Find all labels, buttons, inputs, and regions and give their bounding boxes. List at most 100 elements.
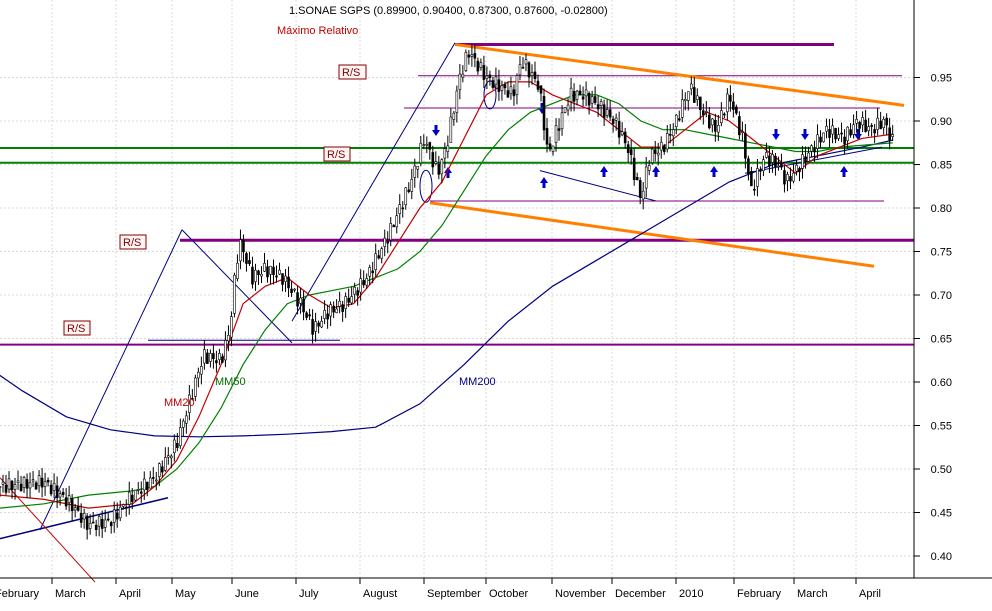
overlays — [0, 42, 914, 583]
candle-body — [194, 377, 197, 397]
candle-body — [665, 133, 669, 150]
mm20-line — [0, 81, 893, 509]
candle-body — [885, 117, 888, 126]
candle-body — [626, 144, 630, 153]
candle-body — [473, 53, 477, 59]
candle-body — [416, 166, 420, 170]
candle-body — [79, 512, 83, 523]
rs-label-2: R/S — [327, 149, 345, 161]
candle-body — [876, 117, 879, 130]
candle-body — [584, 89, 588, 97]
candle-body — [335, 308, 338, 314]
candle-body — [332, 305, 335, 313]
candle-body — [590, 96, 594, 104]
candle-body — [73, 507, 77, 511]
candle-body — [602, 104, 606, 118]
candle-body — [167, 455, 170, 458]
candle-body — [533, 71, 537, 79]
channel-upper — [454, 42, 905, 107]
candle-body — [834, 127, 837, 140]
candle-body — [479, 62, 483, 68]
candle-body — [287, 276, 290, 289]
candle-body — [58, 493, 62, 498]
candle-body — [34, 482, 38, 490]
candle-body — [563, 107, 567, 113]
candle-body — [404, 187, 408, 206]
y-tick-label: 0.40 — [931, 551, 952, 563]
candle-body — [67, 495, 71, 503]
candle-body — [750, 171, 753, 187]
x-tick-label: 2010 — [679, 588, 703, 600]
candle-body — [43, 481, 47, 487]
candle-body — [557, 128, 561, 131]
candle-body — [85, 515, 89, 530]
candle-body — [410, 178, 414, 192]
candle-body — [263, 263, 266, 272]
candle-body — [720, 110, 723, 123]
candle-body — [121, 504, 125, 507]
candle-body — [605, 109, 609, 116]
candle-body — [200, 366, 203, 375]
candle-body — [641, 190, 645, 200]
candle-body — [25, 479, 29, 489]
arrow-down-icon — [538, 103, 546, 114]
candle-body — [674, 114, 678, 127]
y-tick-label: 0.65 — [931, 334, 952, 346]
candle-body — [148, 477, 152, 489]
candle-body — [157, 463, 161, 477]
x-tick-label: March — [797, 588, 828, 600]
candle-body — [849, 129, 852, 136]
candle-body — [64, 497, 68, 507]
candle-body — [299, 297, 302, 304]
candle-body — [371, 270, 374, 274]
chart-title: 1.SONAE SGPS (0.89900, 0.90400, 0.87300,… — [289, 5, 608, 17]
candle-body — [861, 117, 864, 126]
candle-body — [22, 476, 26, 488]
candle-body — [653, 149, 657, 154]
candle-body — [548, 143, 552, 150]
candle-body — [305, 312, 308, 318]
candle-body — [705, 111, 708, 113]
candle-body — [831, 125, 834, 135]
rs-label-1: R/S — [342, 67, 360, 79]
candle-body — [798, 168, 801, 173]
x-tick-label: June — [235, 588, 259, 600]
candle-body — [786, 174, 789, 182]
candle-body — [275, 275, 278, 278]
candle-body — [16, 480, 20, 484]
candle-body — [368, 267, 371, 277]
candle-body — [726, 93, 729, 113]
candle-body — [7, 478, 11, 490]
candle-body — [227, 335, 230, 342]
candle-body — [182, 420, 185, 428]
candle-body — [296, 292, 299, 307]
candle-body — [599, 101, 603, 107]
labels: 1.SONAE SGPS (0.89900, 0.90400, 0.87300,… — [67, 5, 608, 409]
candle-body — [266, 266, 269, 278]
candle-body — [215, 360, 218, 364]
x-tick-label: August — [363, 588, 397, 600]
arrow-up-icon — [600, 166, 608, 177]
candle-body — [392, 225, 396, 228]
candle-body — [218, 353, 221, 360]
candle-body — [575, 90, 579, 100]
candle-body — [151, 477, 155, 479]
trendline-fall-1 — [181, 229, 293, 344]
candle-body — [689, 83, 693, 90]
candle-body — [88, 522, 92, 529]
candle-body — [569, 87, 573, 102]
candle-body — [485, 75, 489, 79]
candle-body — [753, 188, 756, 191]
candle-body — [792, 172, 795, 182]
candle-body — [714, 119, 717, 132]
candle-body — [620, 131, 624, 136]
candle-body — [422, 144, 426, 147]
candle-body — [133, 489, 137, 501]
candle-body — [338, 300, 341, 307]
candle-body — [888, 127, 891, 141]
candle-body — [452, 112, 456, 120]
candle-body — [683, 99, 687, 102]
candle-body — [735, 106, 738, 114]
arrow-up-icon — [540, 177, 548, 188]
